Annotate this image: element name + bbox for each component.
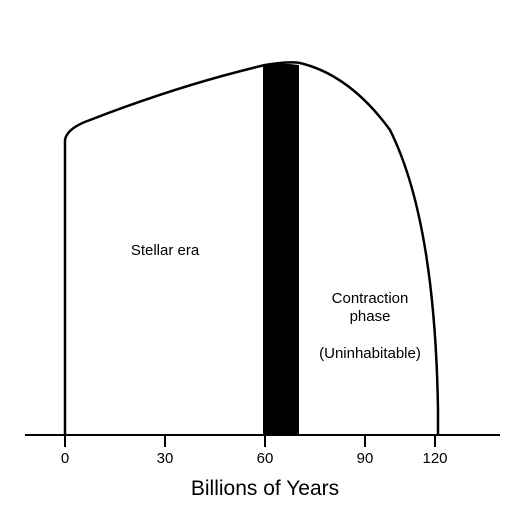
label-uninhabitable: (Uninhabitable) bbox=[319, 345, 421, 362]
envelope-curve bbox=[65, 62, 438, 435]
label-contraction-phase-1: Contraction bbox=[332, 290, 409, 307]
tick-label: 90 bbox=[357, 450, 374, 467]
universe-timeline-chart: 0 30 60 90 120 Stellar era Contraction phase… bbox=[0, 0, 525, 525]
tick-label: 120 bbox=[422, 450, 447, 467]
x-axis-ticks: 0 30 60 90 120 bbox=[61, 435, 448, 467]
black-band bbox=[263, 64, 299, 435]
label-contraction-phase-2: phase bbox=[350, 308, 391, 325]
tick-label: 30 bbox=[157, 450, 174, 467]
label-stellar-era: Stellar era bbox=[131, 242, 200, 259]
tick-label: 0 bbox=[61, 450, 69, 467]
x-axis-label: Billions of Years bbox=[191, 477, 339, 500]
tick-label: 60 bbox=[257, 450, 274, 467]
